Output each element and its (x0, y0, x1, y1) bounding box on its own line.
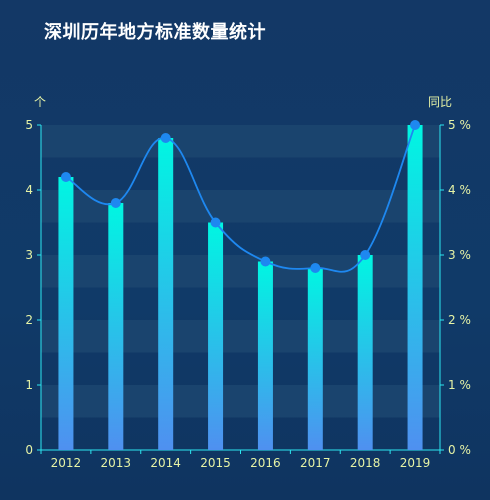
line-point (110, 198, 121, 208)
bars (58, 125, 423, 450)
line-point (210, 217, 221, 228)
bar (208, 222, 224, 450)
line-point (310, 263, 321, 273)
left-axis-unit: 个 (34, 95, 46, 109)
x-tick-label: 2018 (350, 456, 381, 470)
y-right-tick-label: 4 % (448, 183, 471, 197)
bar (407, 125, 423, 450)
trend-line-series (60, 120, 421, 273)
y-left-tick-label: 4 (25, 183, 33, 197)
grid-band (41, 320, 440, 353)
x-tick-label: 2014 (150, 456, 181, 470)
x-tick-label: 2016 (250, 456, 281, 470)
bar (307, 268, 323, 450)
right-axis-unit: 同比 (428, 95, 452, 109)
grid-band (41, 190, 440, 223)
bar (58, 177, 74, 450)
grid-band (41, 255, 440, 288)
y-right-tick-label: 3 % (448, 248, 471, 262)
bar (158, 138, 174, 450)
y-left-tick-label: 3 (25, 248, 33, 262)
y-left-tick-label: 0 (25, 443, 33, 457)
axes (37, 124, 444, 454)
bar (357, 255, 373, 450)
line-point (360, 250, 371, 260)
x-tick-label: 2017 (300, 456, 331, 470)
x-tick-label: 2013 (101, 456, 132, 470)
bar (257, 261, 273, 450)
x-tick-label: 2012 (51, 456, 82, 470)
y-left-tick-label: 5 (25, 118, 33, 132)
x-tick-label: 2019 (400, 456, 431, 470)
y-left-tick-label: 1 (25, 378, 33, 392)
bar (108, 203, 124, 450)
y-right-tick-label: 0 % (448, 443, 471, 457)
x-tick-label: 2015 (200, 456, 231, 470)
chart-title: 深圳历年地方标准数量统计 (44, 22, 266, 43)
line-point (260, 256, 271, 267)
line-point (410, 120, 421, 130)
y-right-tick-label: 2 % (448, 313, 471, 327)
y-right-tick-label: 5 % (448, 118, 471, 132)
line-point (160, 133, 171, 143)
y-left-tick-label: 2 (25, 313, 33, 327)
grid-band (41, 385, 440, 418)
grid-bands (41, 125, 440, 418)
grid-band (41, 125, 440, 158)
line-point (60, 172, 71, 182)
y-right-tick-label: 1 % (448, 378, 471, 392)
axis-labels: 个 同比 0 1 2 3 4 5 0 % 1 % 2 % 3 % 4 % 5 % 2012 2013 201… (25, 95, 471, 470)
